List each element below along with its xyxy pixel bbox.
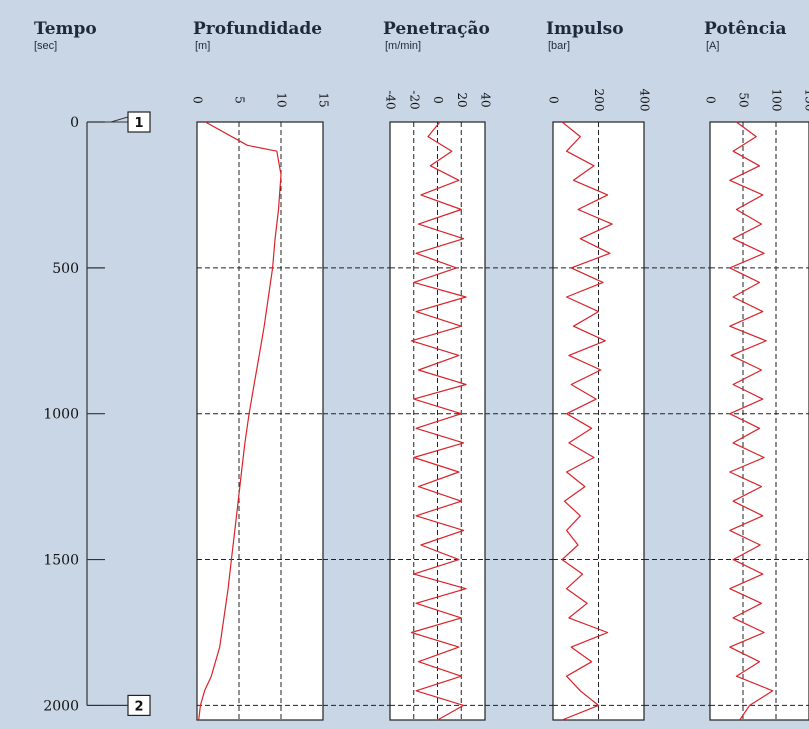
- track-tick-label-penetra-o-3: 20: [455, 92, 469, 107]
- time-axis-title: Tempo: [34, 19, 97, 39]
- track-tick-label-impulso-2: 400: [638, 89, 652, 112]
- track-series-profundidade: [198, 121, 282, 721]
- track-tick-label-impulso-1: 200: [592, 89, 606, 112]
- track-unit-pot-ncia: [A]: [706, 40, 719, 52]
- track-tick-label-pot-ncia-1: 50: [737, 92, 751, 107]
- track-series-impulso: [561, 121, 613, 721]
- time-axis-unit: [sec]: [34, 40, 57, 52]
- marker-label-1: 1: [134, 116, 143, 131]
- track-title-impulso: Impulso: [546, 19, 624, 39]
- track-tick-label-penetra-o-4: 40: [479, 92, 493, 107]
- track-plot-pot-ncia: [709, 121, 809, 721]
- track-unit-impulso: [bar]: [548, 40, 570, 52]
- marker-label-2: 2: [134, 699, 143, 714]
- time-tick-label-2000: 2000: [43, 698, 79, 714]
- track-series-penetra-o: [410, 121, 467, 721]
- track-tick-label-pot-ncia-0: 0: [704, 96, 718, 104]
- track-tick-label-pot-ncia-2: 100: [770, 89, 784, 112]
- track-tick-label-penetra-o-1: -20: [407, 90, 421, 109]
- track-title-pot-ncia: Potência: [704, 19, 787, 39]
- track-tick-label-impulso-0: 0: [547, 96, 561, 104]
- marker-connector-1: [87, 116, 129, 123]
- marker-box-1: [127, 111, 151, 133]
- time-tick-label-1500: 1500: [43, 553, 79, 569]
- marker-box-2: [127, 694, 151, 717]
- track-series-pot-ncia: [729, 121, 774, 721]
- track-title-penetra-o: Penetração: [383, 19, 490, 39]
- track-tick-label-profundidade-0: 0: [191, 96, 205, 104]
- time-tick-label-500: 500: [52, 261, 79, 277]
- track-tick-label-penetra-o-0: -40: [384, 90, 398, 109]
- track-tick-label-pot-ncia-3: 150: [803, 89, 809, 112]
- track-tick-label-profundidade-1: 5: [233, 96, 247, 104]
- track-tick-label-profundidade-3: 15: [317, 92, 331, 107]
- track-tick-label-penetra-o-2: 0: [431, 96, 445, 104]
- time-tick-label-0: 0: [70, 115, 79, 131]
- track-unit-profundidade: [m]: [195, 40, 210, 52]
- time-tick-label-1000: 1000: [43, 407, 79, 423]
- track-unit-penetra-o: [m/min]: [385, 40, 421, 52]
- track-tick-label-profundidade-2: 10: [275, 92, 289, 107]
- track-plot-profundidade: [196, 121, 324, 721]
- track-title-profundidade: Profundidade: [193, 19, 322, 39]
